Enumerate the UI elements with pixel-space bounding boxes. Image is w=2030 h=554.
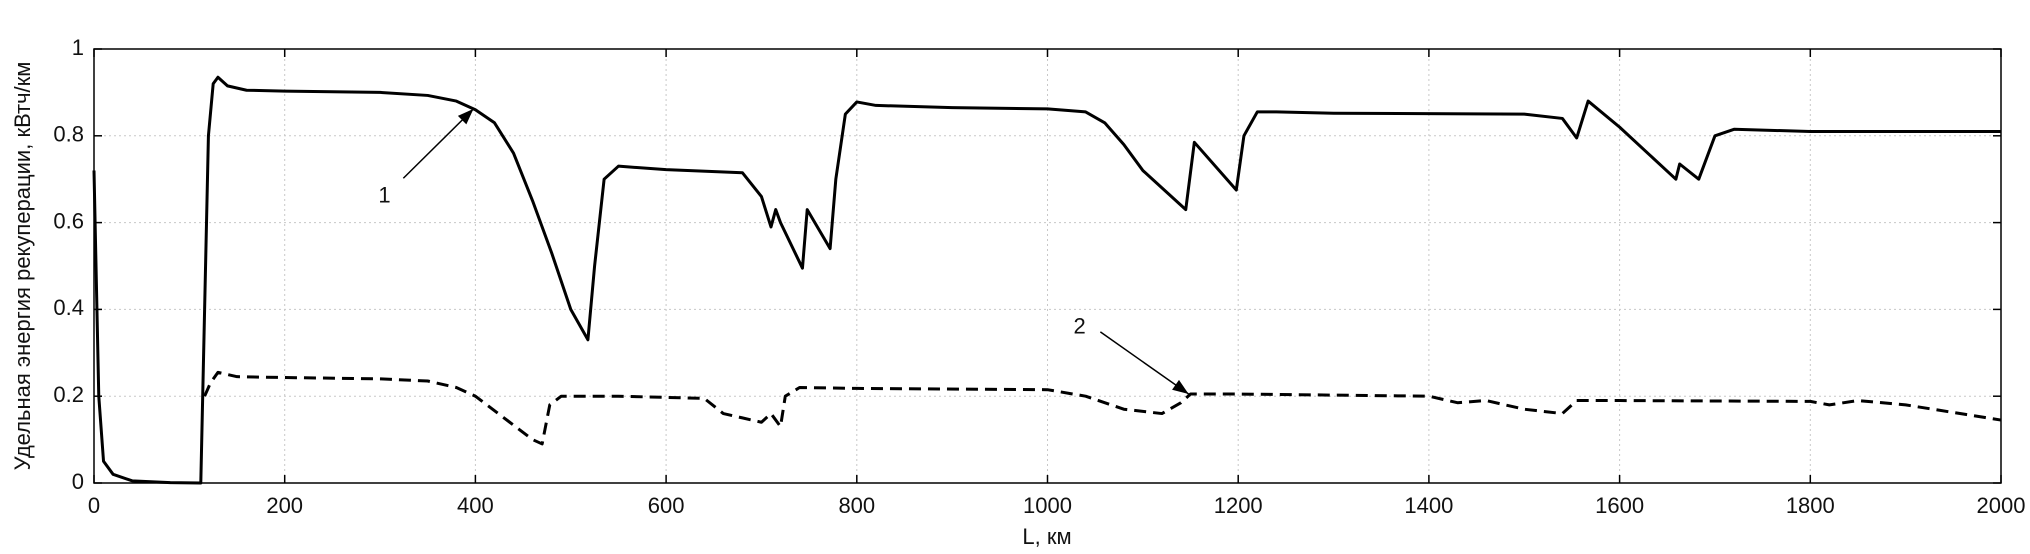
series-annotation: 2 <box>1074 313 1086 338</box>
arrow-head <box>1172 379 1189 395</box>
x-tick-label: 2000 <box>1977 493 2026 518</box>
x-tick-label: 800 <box>838 493 875 518</box>
x-tick-label: 1000 <box>1023 493 1072 518</box>
x-tick-label: 1600 <box>1595 493 1644 518</box>
arrow-head <box>457 108 474 125</box>
x-tick-label: 0 <box>88 493 100 518</box>
data-line <box>203 370 2002 446</box>
series-annotation: 1 <box>378 183 390 208</box>
x-tick-label: 600 <box>648 493 685 518</box>
data-line <box>92 75 2001 485</box>
y-tick-label: 1 <box>72 35 84 60</box>
y-tick-label: 0.6 <box>53 208 84 233</box>
y-axis-label: Удельная энергия рекуперации, кВтч/км <box>10 62 35 471</box>
x-axis-label: L, км <box>1022 524 1071 549</box>
x-tick-label: 200 <box>266 493 303 518</box>
y-tick-label: 0 <box>72 469 84 494</box>
annotation-arrow <box>1099 331 1190 395</box>
x-tick-label: 1200 <box>1214 493 1263 518</box>
x-tick-label: 1400 <box>1404 493 1453 518</box>
plot-frame <box>93 48 2002 484</box>
x-tick-label: 1800 <box>1786 493 1835 518</box>
y-tick-label: 0.8 <box>53 122 84 147</box>
annotation-arrow <box>402 108 475 179</box>
x-tick-label: 400 <box>457 493 494 518</box>
y-tick-label: 0.2 <box>53 382 84 407</box>
y-tick-label: 0.4 <box>53 295 84 320</box>
